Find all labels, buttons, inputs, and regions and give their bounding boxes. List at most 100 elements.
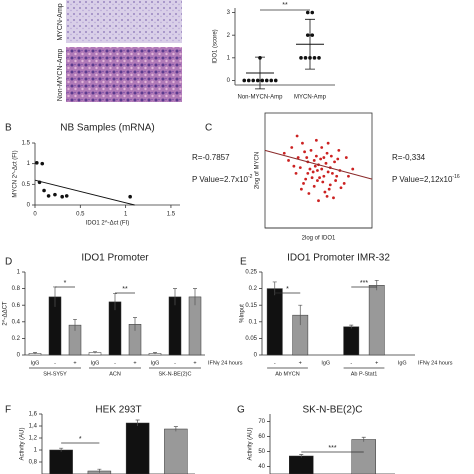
point [35, 161, 39, 165]
x-tick-label: + [73, 360, 76, 366]
significance-label: * [286, 286, 289, 293]
y-tick-label: 0 [17, 353, 21, 359]
y-tick-label: 0 [254, 353, 258, 359]
error-bar [374, 279, 379, 291]
bar [266, 288, 283, 356]
stat-label: R=-0.7857 [192, 153, 230, 162]
point [290, 146, 294, 149]
x-tick-label: IgG [321, 360, 330, 366]
y-tick-label: 1 [17, 270, 21, 276]
point [287, 159, 290, 162]
error-bar [193, 288, 197, 306]
error-bar [361, 436, 366, 442]
stat-text: P Value=2.7x10 [192, 175, 249, 184]
panel-label: C [205, 123, 212, 134]
stat-label: P Value=2.7x10-2 [192, 174, 253, 184]
x-tick-label: MYCN-Amp [294, 95, 327, 101]
dot [242, 78, 247, 83]
point [292, 164, 296, 168]
bar [289, 455, 314, 474]
bar [351, 439, 376, 474]
significance-label: * [64, 280, 67, 287]
y-tick-label: 60 [258, 434, 265, 440]
error-bar [173, 288, 177, 306]
point [326, 170, 330, 174]
error-bar [97, 468, 102, 473]
chart-title: IDO1 Promoter [81, 253, 149, 264]
group-label: SK-N-BE(2)C [158, 371, 191, 377]
point [320, 146, 324, 149]
bar [164, 428, 188, 474]
error-bar [173, 426, 178, 432]
point [334, 179, 338, 182]
dot [255, 78, 260, 83]
y-tick-label: 1,6 [29, 412, 38, 418]
significance-label: ** [122, 286, 128, 293]
y-tick-label: 0.2 [249, 286, 258, 292]
point [312, 159, 316, 162]
y-tick-label: 1,4 [29, 424, 38, 430]
point [342, 182, 346, 185]
x-tick-label: + [299, 360, 302, 366]
point [307, 192, 311, 195]
histology-image [66, 47, 182, 102]
y-tick-label: 0.8 [12, 286, 21, 292]
x-axis-label: 2log of IDO1 [302, 236, 336, 242]
point [298, 166, 302, 170]
point [314, 154, 318, 158]
x-tick-label: 1 [124, 212, 128, 218]
stat-exponent: -2 [248, 174, 253, 180]
point [323, 190, 327, 194]
point [339, 186, 343, 190]
error-bar [255, 56, 265, 90]
y-axis-label: MYCN 2^-Δct (FI) [13, 150, 19, 197]
y-axis-label: %Input [240, 304, 246, 323]
point [329, 154, 333, 158]
panel-label: G [237, 405, 245, 416]
dot [312, 56, 317, 60]
point [325, 194, 329, 198]
dot [305, 33, 310, 37]
point [325, 151, 329, 155]
y-tick-label: 1.5 [22, 141, 31, 147]
error-bar [59, 447, 64, 452]
chart-title: IDO1 Promoter IMR-32 [287, 253, 390, 264]
y-tick-label: 1 [227, 55, 231, 61]
y-tick-label: 0.15 [245, 303, 257, 309]
y-tick-label: 1 [27, 161, 31, 167]
y-tick-label: 0.5 [22, 182, 31, 188]
point [310, 176, 314, 180]
y-tick-label: 70 [258, 419, 265, 425]
point [53, 192, 57, 197]
y-tick-label: 0.4 [12, 319, 21, 325]
x-tick-label: - [274, 360, 276, 366]
point [311, 170, 315, 174]
x-tick-label: - [114, 360, 116, 366]
x-tick-label: + [193, 360, 196, 366]
point [60, 194, 64, 199]
stat-text: P Value=2,12x10 [392, 175, 453, 184]
image-label: MYCN-Amp [57, 3, 64, 40]
point [335, 174, 339, 178]
point [328, 183, 332, 187]
x-tick-label: Non-MYCN-Amp [237, 95, 283, 101]
point [308, 167, 312, 171]
bar [343, 326, 360, 356]
y-axis-label: Activity (AU) [248, 427, 254, 460]
x-tick-label: IgG [31, 360, 40, 366]
x-tick-label: IgG [151, 360, 160, 366]
error-bar [298, 304, 303, 326]
point [347, 174, 350, 178]
y-tick-label: 1 [34, 448, 38, 454]
point [312, 184, 316, 188]
x-tick-label: + [375, 360, 378, 366]
point [46, 194, 51, 198]
point [337, 148, 341, 152]
point [302, 182, 305, 185]
dot [273, 78, 278, 83]
bar [125, 422, 150, 474]
histology-image [66, 0, 182, 43]
error-bar [305, 18, 315, 70]
significance-label: ** [282, 2, 288, 9]
point [316, 179, 319, 182]
